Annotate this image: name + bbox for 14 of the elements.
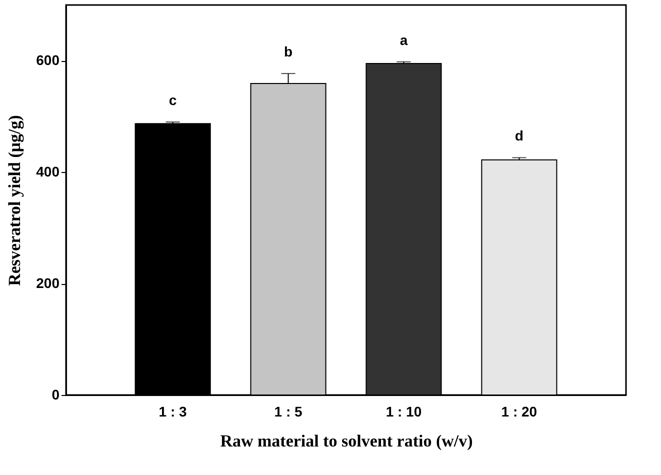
x-tick-label: 1 : 5: [274, 404, 302, 420]
annotation: d: [514, 128, 524, 144]
annotation: a: [400, 32, 408, 48]
x-tick-label: 1 : 20: [501, 404, 538, 420]
y-axis-title: Resveratrol yield (μg/g): [5, 115, 24, 286]
x-tick-label: 1 : 10: [386, 404, 422, 420]
y-tick-label: 600: [36, 52, 60, 68]
y-tick-label: 0: [52, 386, 60, 402]
y-tick-label: 200: [36, 275, 60, 292]
x-axis-title: Raw material to solvent ratio (w/v): [220, 432, 473, 450]
x-tick-label: 1 : 3: [158, 404, 188, 420]
annotation: b: [284, 44, 293, 60]
annotation: c: [168, 92, 177, 108]
y-tick-label: 400: [36, 164, 60, 180]
